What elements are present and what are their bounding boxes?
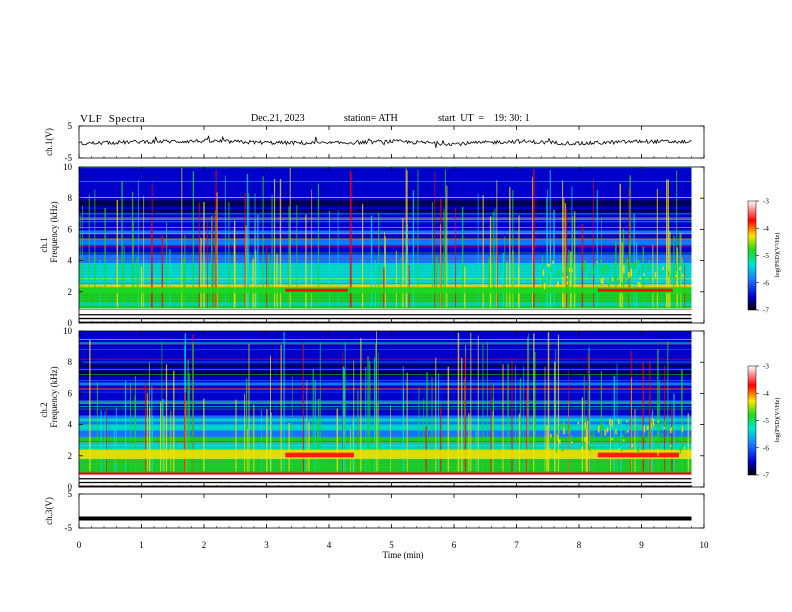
x-tick-label: 8: [577, 540, 582, 550]
ch1-spec-ylabel-line1: ch.1: [39, 237, 49, 252]
y-tick-label: 5: [68, 121, 73, 131]
y-tick-label: 10: [63, 326, 73, 336]
start-time-label: start UT = 19: 30: 1: [438, 113, 530, 124]
colorbar-tick-label: -7: [763, 307, 769, 315]
x-tick-label: 1: [139, 540, 144, 550]
x-tick-label: 5: [389, 540, 394, 550]
colorbar-tick-label: -6: [763, 279, 769, 287]
y-tick-label: 6: [68, 388, 73, 398]
ch2-spec-ylabel-line2: Frequency (kHz): [49, 366, 59, 427]
ch2-spectrogram: [78, 330, 705, 488]
page-title: VLF Spectra: [80, 113, 146, 125]
ch2-spec-ylabel-line1: ch.2: [39, 402, 49, 417]
x-tick-label: 10: [700, 540, 710, 550]
ch1-colorbar: -3 -4 -5 -6 -7 log(PSD)(V²/Hz): [747, 198, 781, 315]
colorbar-tick-label: -6: [763, 444, 769, 452]
ch3-waveform-frame: [78, 493, 705, 529]
y-tick-label: 10: [63, 162, 73, 172]
y-tick-label: 8: [68, 193, 73, 203]
ch1-waveform-frame: [78, 125, 705, 159]
colorbar-tick-label: -4: [763, 390, 769, 398]
colorbar-tick-label: -3: [763, 198, 769, 206]
ch1-colorbar-label: log(PSD)(V²/Hz): [774, 233, 781, 278]
x-axis-label: Time (min): [383, 550, 424, 560]
y-tick-label: 2: [68, 451, 73, 461]
ch3-wave-ylabel: ch.3(V): [44, 497, 54, 525]
colorbar-tick-label: -5: [763, 417, 769, 425]
x-tick-label: 7: [514, 540, 519, 550]
x-tick-label: 0: [77, 540, 82, 550]
y-tick-label: 4: [68, 256, 73, 266]
y-tick-label: -5: [65, 523, 73, 533]
colorbar-tick-label: -5: [763, 252, 769, 260]
y-tick-label: 5: [68, 489, 73, 499]
x-tick-label: 4: [327, 540, 332, 550]
ch1-waveform-line: [78, 135, 692, 148]
y-tick-label: 0: [68, 482, 73, 492]
y-tick-label: 6: [68, 224, 73, 234]
ch1-wave-ylabel: ch.1(V): [44, 128, 54, 156]
station-label: station= ATH: [344, 113, 398, 124]
ch1-spec-ylabel-line2: Frequency (kHz): [49, 201, 59, 262]
colorbar-tick-label: -3: [763, 363, 769, 371]
y-tick-label: 8: [68, 357, 73, 367]
y-tick-label: 0: [68, 318, 73, 328]
y-tick-label: 2: [68, 287, 73, 297]
x-tick-label: 9: [639, 540, 644, 550]
ch1-spectrogram: [78, 166, 705, 324]
x-tick-label: 2: [202, 540, 207, 550]
ch2-colorbar-label: log(PSD)(V²/Hz): [774, 398, 781, 443]
y-tick-label: 4: [68, 420, 73, 430]
x-tick-label: 3: [264, 540, 269, 550]
colorbar-tick-label: -4: [763, 225, 769, 233]
date-label: Dec.21, 2023: [251, 113, 305, 124]
y-tick-label: -5: [65, 153, 73, 163]
x-tick-label: 6: [452, 540, 457, 550]
ch2-colorbar: -3 -4 -5 -6 -7 log(PSD)(V²/Hz): [747, 363, 781, 480]
colorbar-tick-label: -7: [763, 472, 769, 480]
